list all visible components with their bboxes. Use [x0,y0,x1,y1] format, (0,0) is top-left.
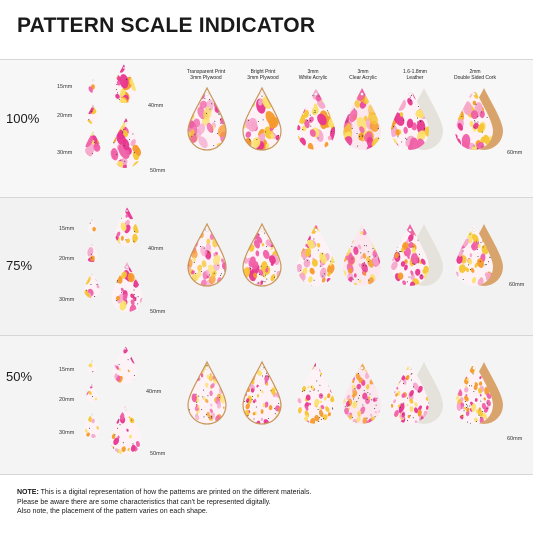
size-label: 20mm [59,397,75,403]
size-label: 50mm [150,451,166,457]
note-label: NOTE: [17,489,39,496]
scale-label-100: 100% [6,111,40,126]
size-label: 15mm [57,84,73,90]
divider [0,474,533,475]
material-line2: Clear Acrylic [349,75,377,81]
size-label: 50mm [150,309,166,315]
teardrop-earring [88,79,98,93]
material-label-clear-acrylic: 3mm Clear Acrylic [340,69,386,81]
teardrop-earring [84,412,100,438]
disclaimer-note: NOTE: This is a digital representation o… [17,488,517,517]
size-label: 60mm [507,150,523,156]
material-label-transparent-plywood: Transparent Print 3mm Plywood [178,69,234,81]
note-line1: This is a digital representation of how … [38,489,312,496]
note-line2: Please be aware there are some character… [17,498,271,506]
material-label-leather: 1.6-1.8mm Leather [392,69,438,81]
material-label-cork: 2mm Double Sided Cork [446,69,504,81]
size-label: 60mm [509,282,525,288]
material-line1: Bright Print [250,69,276,75]
size-label: 15mm [59,367,75,373]
material-label-bright-plywood: Bright Print 3mm Plywood [238,69,288,81]
size-label: 30mm [57,150,73,156]
size-label: 30mm [59,430,75,436]
material-line1: 3mm [357,69,369,75]
material-line1: Transparent Print [186,69,226,75]
size-label: 40mm [148,103,164,109]
material-line1: 3mm [307,69,319,75]
size-label: 15mm [59,226,75,232]
material-label-white-acrylic: 3mm White Acrylic [290,69,336,81]
divider [0,59,533,60]
size-label: 20mm [59,256,75,262]
material-line1: 1.6-1.8mm [403,69,427,75]
teardrop-earring [297,362,335,424]
material-line2: Leather [406,75,424,81]
size-label: 40mm [148,246,164,252]
size-label: 50mm [150,168,166,174]
page-title: PATTERN SCALE INDICATOR [17,14,316,37]
teardrop-earring [297,224,335,286]
note-line3: Also note, the placement of the pattern … [17,508,208,516]
teardrop-earring [188,88,226,150]
teardrop-earring [297,88,335,150]
divider [0,197,533,198]
material-line1: 2mm [469,69,481,75]
size-label: 60mm [507,436,523,442]
scale-label-50: 50% [6,369,33,384]
divider [0,335,533,336]
material-line2: 3mm Plywood [190,75,222,81]
scale-label-75: 75% [6,258,33,273]
size-label: 30mm [59,297,75,303]
size-label: 40mm [146,389,162,395]
teardrop-earring [87,105,99,124]
material-line2: Double Sided Cork [454,75,496,81]
size-label: 20mm [57,113,73,119]
teardrop-earring [112,64,136,103]
material-line2: 3mm Plywood [247,75,279,81]
teardrop-earring [343,224,381,286]
teardrop-earring [110,405,142,455]
material-line2: White Acrylic [298,75,328,81]
